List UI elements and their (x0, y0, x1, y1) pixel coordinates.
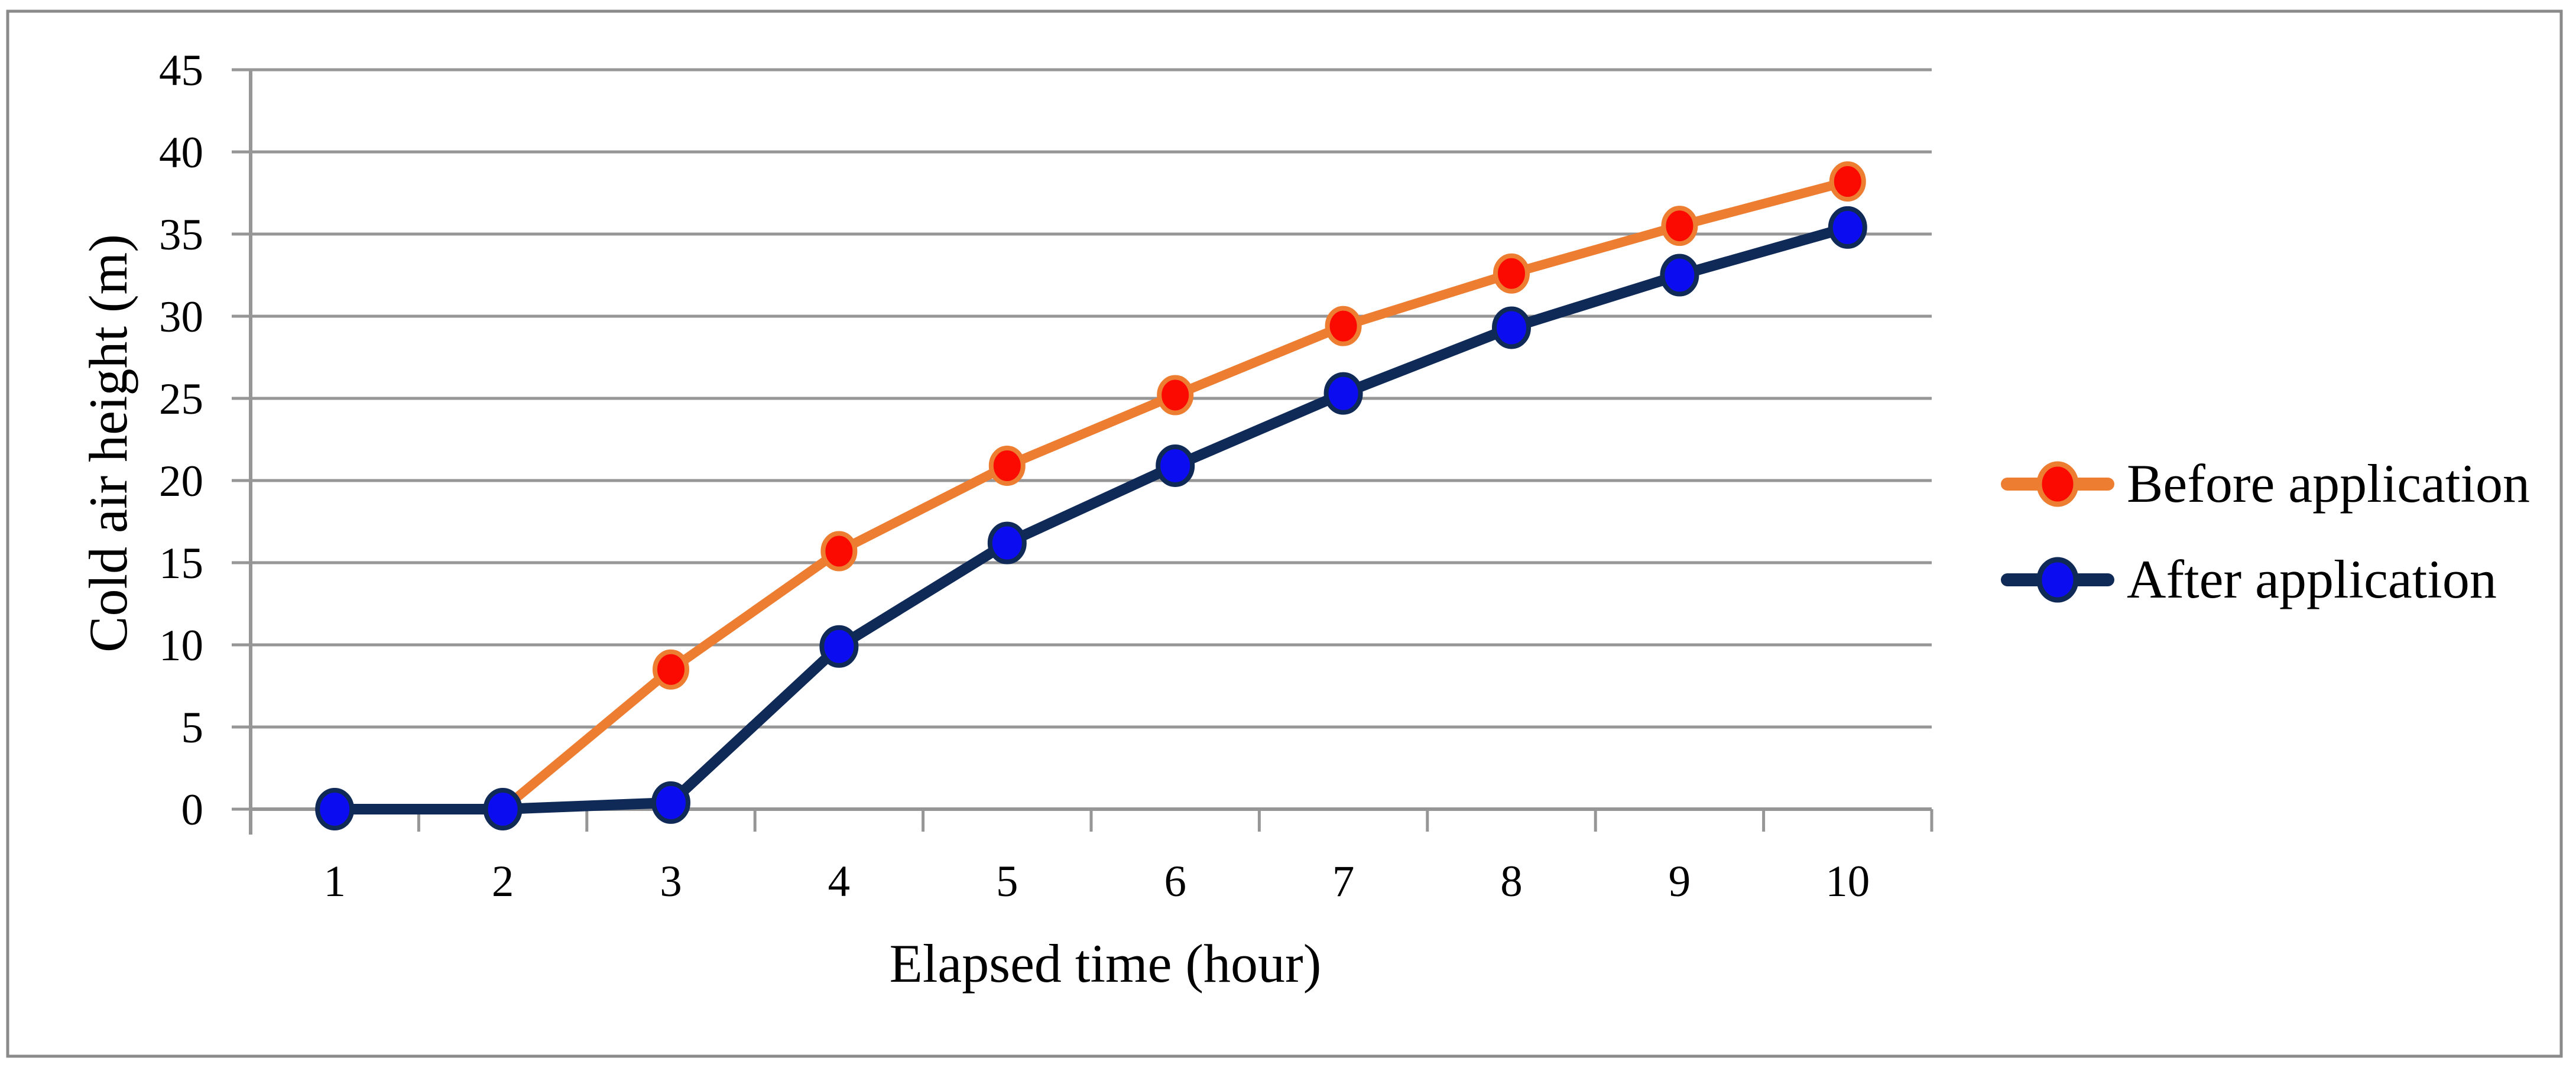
figure-border (6, 9, 2563, 1058)
x-axis-title: Elapsed time (hour) (889, 933, 1322, 994)
data-point-marker-after-application (483, 788, 523, 830)
data-point-marker-before-application (653, 649, 689, 690)
data-point-marker-after-application (819, 625, 859, 668)
series-line-before-application (330, 177, 1852, 814)
data-point-marker-before-application (1493, 253, 1530, 294)
data-point-marker-after-application (651, 781, 690, 824)
x-category-label: 4 (828, 857, 851, 906)
x-category-label: 3 (660, 857, 682, 906)
series-line-after-application (329, 222, 1853, 814)
y-tick-label: 45 (159, 46, 203, 95)
data-point-marker-before-application (1829, 161, 1866, 202)
y-tick-label: 15 (159, 539, 203, 588)
y-tick-label: 40 (159, 128, 203, 177)
y-tick-label: 30 (159, 293, 203, 342)
legend-label-after-application: After application (2127, 549, 2497, 609)
data-point-marker-before-application (820, 531, 858, 572)
legend-swatch-marker-before-application (2036, 461, 2079, 507)
data-point-marker-after-application (315, 788, 355, 830)
data-point-marker-before-application (1325, 306, 1362, 346)
x-category-label: 9 (1669, 857, 1691, 906)
data-point-marker-before-application (1661, 206, 1698, 246)
data-point-marker-after-application (987, 521, 1027, 564)
data-point-marker-after-application (1492, 306, 1531, 349)
data-point-marker-before-application (1157, 375, 1194, 416)
data-point-marker-after-application (1660, 254, 1699, 297)
x-category-label: 1 (323, 857, 346, 906)
y-tick-label: 20 (159, 457, 203, 506)
y-tick-label: 0 (181, 786, 204, 835)
x-category-label: 5 (996, 857, 1018, 906)
legend-label-before-application: Before application (2127, 453, 2530, 514)
y-tick-label: 10 (159, 621, 203, 670)
x-category-label: 2 (492, 857, 514, 906)
y-tick-label: 35 (159, 210, 203, 259)
data-point-marker-after-application (1156, 444, 1195, 487)
data-point-marker-before-application (988, 445, 1026, 486)
y-tick-label: 5 (181, 703, 204, 752)
x-category-label: 8 (1500, 857, 1523, 906)
data-point-marker-after-application (1323, 372, 1363, 415)
data-point-marker-after-application (1828, 206, 1867, 249)
x-category-label: 6 (1164, 857, 1186, 906)
y-axis-title: Cold air height (m) (78, 234, 138, 653)
x-category-label: 10 (1825, 857, 1870, 906)
legend-swatch-marker-after-application (2036, 557, 2079, 603)
y-tick-label: 25 (159, 375, 203, 424)
x-category-label: 7 (1332, 857, 1355, 906)
